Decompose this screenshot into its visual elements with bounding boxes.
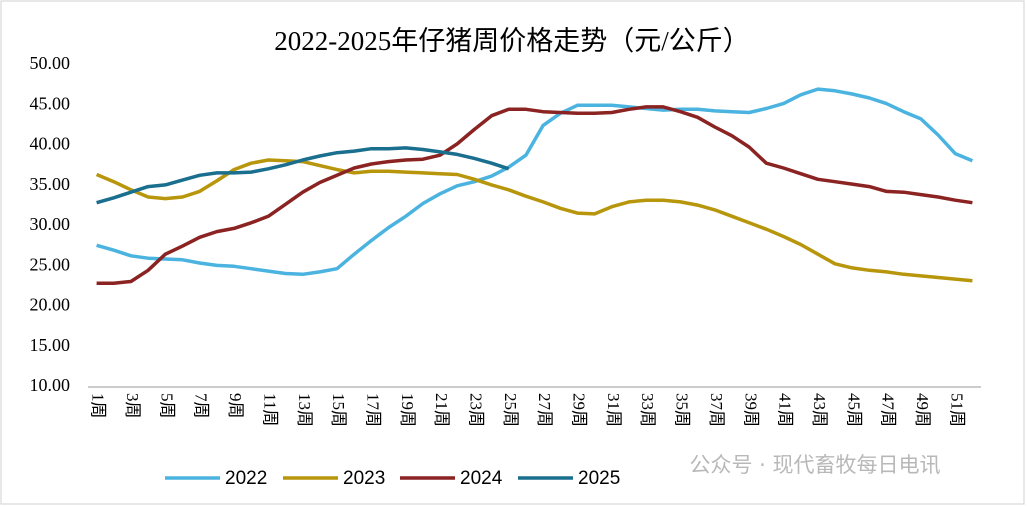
x-tick-label: 7周 [192, 393, 211, 419]
x-tick-label: 29周 [570, 393, 589, 427]
x-tick-label: 41周 [776, 393, 795, 427]
x-tick-label: 5周 [157, 393, 176, 419]
series-line [96, 105, 973, 285]
x-tick-label: 11周 [260, 393, 279, 426]
y-tick-label: 30.00 [30, 214, 71, 234]
y-tick-label: 10.00 [30, 375, 71, 395]
x-tick-label: 15周 [329, 393, 348, 427]
y-tick-label: 20.00 [30, 295, 71, 315]
series-line [95, 158, 973, 283]
legend-label: 2024 [460, 468, 503, 489]
y-tick-label: 15.00 [30, 335, 71, 355]
x-tick-label: 49周 [913, 393, 932, 427]
x-tick-label: 37周 [707, 393, 726, 427]
y-tick-label: 50.00 [30, 53, 71, 73]
x-tick-label: 47周 [879, 393, 898, 427]
x-tick-label: 39周 [741, 393, 760, 427]
legend-label: 2025 [578, 468, 620, 489]
x-tick-label: 19周 [398, 393, 417, 427]
series-line [96, 87, 974, 277]
y-tick-label: 45.00 [30, 93, 71, 113]
legend-label: 2022 [225, 468, 267, 489]
x-tick-label: 25周 [501, 393, 520, 427]
x-tick-label: 31周 [604, 393, 623, 427]
x-tick-label: 51周 [947, 393, 966, 427]
series-line [96, 146, 510, 205]
legend-label: 2023 [343, 468, 385, 489]
y-tick-label: 25.00 [30, 254, 71, 274]
x-tick-label: 33周 [638, 393, 657, 427]
x-tick-label: 35周 [673, 393, 692, 427]
y-tick-label: 35.00 [30, 174, 71, 194]
x-tick-label: 13周 [295, 393, 314, 427]
watermark: 公众号 · 现代畜牧每日电讯 [689, 453, 940, 477]
chart-title: 2022-2025年仔猪周价格走势（元/公斤） [274, 26, 750, 56]
x-tick-label: 17周 [363, 393, 382, 427]
x-tick-label: 23周 [466, 393, 485, 427]
y-tick-label: 40.00 [30, 134, 71, 154]
x-tick-label: 3周 [123, 393, 142, 419]
x-tick-label: 21周 [432, 393, 451, 427]
x-tick-label: 45周 [844, 393, 863, 427]
x-tick-label: 43周 [810, 393, 829, 427]
x-tick-label: 27周 [535, 393, 554, 427]
x-tick-label: 1周 [89, 393, 108, 419]
x-tick-label: 9周 [226, 393, 245, 419]
